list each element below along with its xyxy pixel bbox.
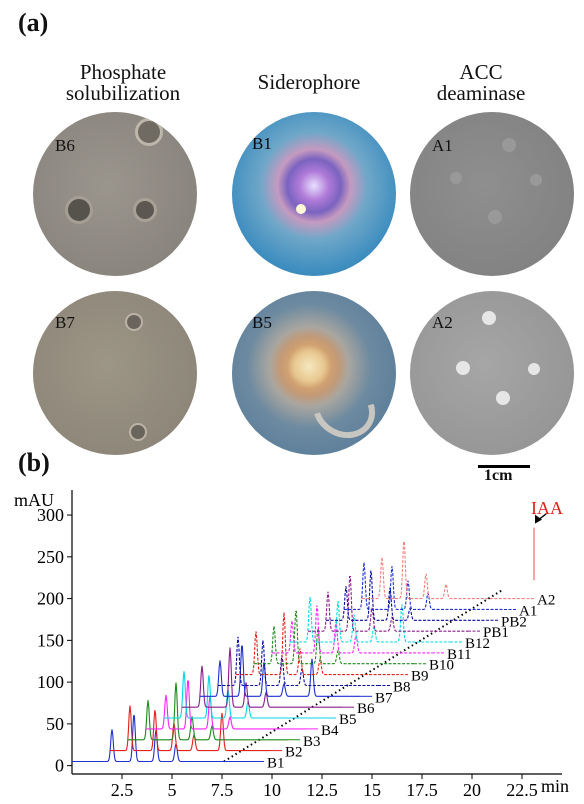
colony-halo [125, 313, 143, 331]
plate-label: B6 [55, 136, 75, 155]
iaa-annotation: IAA [531, 498, 563, 518]
colony [450, 172, 462, 184]
series-label-b1: B1 [267, 755, 285, 771]
diagonal-guide-line [223, 589, 503, 763]
x-tick-label: 2.5 [111, 780, 134, 800]
y-tick-label: 150 [37, 630, 64, 650]
column-title-line1: Siderophore [257, 70, 361, 94]
series-line-b11 [272, 605, 432, 654]
colony [502, 138, 516, 152]
series-label-a2: A2 [537, 593, 555, 609]
colony-halo [65, 196, 93, 224]
column-title-line1: Phosphate [79, 60, 167, 84]
plate-label: A2 [432, 313, 453, 332]
plate-label: B1 [252, 134, 272, 153]
series-line-pb2 [326, 570, 486, 621]
series-line-b12 [290, 596, 450, 643]
series-line-b2 [110, 705, 270, 752]
phosphate-plate-b7: B7 [33, 291, 197, 455]
scale-bar [478, 465, 530, 468]
series-label-b12: B12 [465, 636, 490, 652]
series-label-pb2: PB2 [501, 614, 527, 630]
series-label-pb1: PB1 [483, 625, 509, 641]
colony-halo [135, 118, 163, 146]
scale-bar-label: 1cm [484, 467, 513, 484]
series-label-b5: B5 [339, 712, 357, 728]
x-tick-label: 17.5 [406, 780, 438, 800]
colony [456, 361, 470, 375]
column-title-line1: ACC [459, 60, 503, 84]
siderophore-plate-b5: B5 [232, 291, 396, 455]
light-reflection [296, 204, 306, 214]
x-tick-label: 15 [363, 780, 381, 800]
colony [496, 391, 510, 405]
series-label-b3: B3 [303, 734, 321, 750]
plate-label: A1 [432, 136, 453, 155]
series-line-a2 [362, 541, 522, 600]
x-tick-label: 22.5 [506, 780, 538, 800]
series-label-b9: B9 [411, 669, 429, 685]
series-line-b5 [164, 671, 324, 719]
y-tick-label: 200 [37, 589, 64, 609]
series-label-b2: B2 [285, 745, 303, 761]
x-tick-label: 10 [263, 780, 281, 800]
series-label-b11: B11 [447, 647, 471, 663]
iaa-arrow-head [535, 514, 542, 524]
siderophore-plate-b1: B1 [232, 112, 396, 276]
series-label-a1: A1 [519, 603, 537, 619]
colony [482, 311, 496, 325]
y-tick-label: 100 [37, 672, 64, 692]
x-tick-label: 5 [168, 780, 177, 800]
x-tick-label: 7.5 [211, 780, 234, 800]
x-axis-label: min [541, 776, 569, 796]
y-axis-label: mAU [14, 490, 54, 510]
series-label-b4: B4 [321, 723, 339, 739]
plate-label: B7 [55, 313, 75, 332]
phosphate-plate-b6: B6 [33, 112, 197, 276]
column-title-line2: deaminase [436, 81, 526, 105]
colony-halo [129, 423, 147, 441]
hplc-chromatogram-chart: mAU min IAA 0 50 100 150 200 250 300 2.5 5 7.5 10 1… [14, 490, 569, 800]
series-line-b8 [218, 636, 378, 687]
panel-b-label: (b) [18, 448, 50, 477]
acc-plate-a2: A2 [410, 291, 574, 455]
column-title-siderophore: Siderophore [224, 72, 394, 93]
colony-halo [133, 198, 157, 222]
plate-label: B5 [252, 313, 272, 332]
series-line-b9 [236, 612, 396, 676]
series-label-b6: B6 [357, 701, 375, 717]
series-line-a1 [344, 562, 504, 610]
series-line-b4 [146, 680, 306, 730]
series-line-b7 [200, 645, 360, 697]
colony [530, 174, 542, 186]
series-label-b7: B7 [375, 690, 393, 706]
acc-plate-a1: A1 [410, 112, 574, 276]
series-line-b6 [182, 647, 342, 708]
series-line-b3 [128, 682, 288, 741]
smear-mark [302, 368, 386, 450]
x-tick-label: 12.5 [306, 780, 338, 800]
y-tick-label: 250 [37, 547, 64, 567]
colony [528, 363, 540, 375]
series-line-b10 [254, 610, 414, 665]
panel-a-label: (a) [18, 8, 49, 37]
series-label-b10: B10 [429, 658, 454, 674]
y-tick-label: 0 [55, 756, 64, 776]
series-line-pb1 [308, 576, 468, 632]
column-title-phosphate: Phosphate solubilization [38, 62, 208, 104]
colony [488, 210, 502, 224]
y-tick-label: 50 [46, 714, 64, 734]
column-title-acc: ACC deaminase [396, 62, 566, 104]
series-label-b8: B8 [393, 679, 411, 695]
series-line-b1 [72, 715, 252, 763]
column-title-line2: solubilization [65, 81, 181, 105]
x-tick-label: 20 [463, 780, 481, 800]
y-tick-label: 300 [37, 505, 64, 525]
